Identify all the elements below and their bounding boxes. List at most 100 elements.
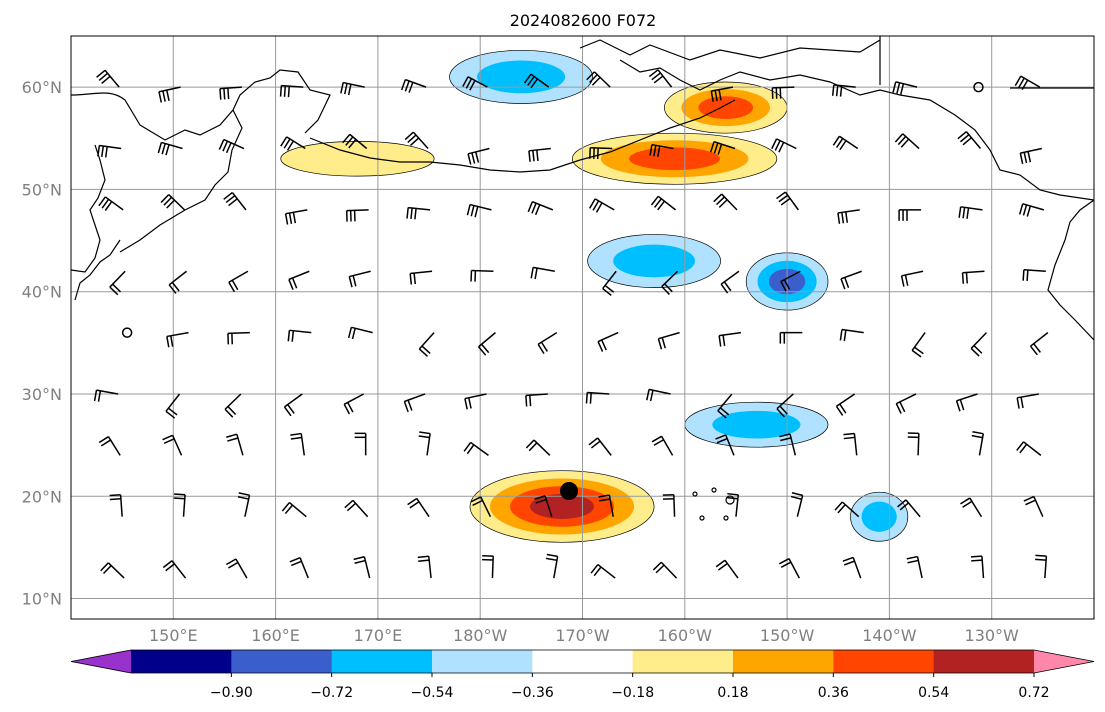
wind-barb — [162, 434, 183, 456]
lat-label: 10°N — [22, 590, 62, 609]
wind-barb — [1022, 268, 1046, 282]
colorbar-segment — [532, 650, 634, 673]
wind-barb — [726, 492, 739, 517]
wind-barb — [534, 495, 553, 517]
wind-barb — [911, 332, 926, 358]
colorbar-tick-label: −0.72 — [310, 685, 353, 701]
map-frame — [70, 35, 1095, 620]
lon-label: 130°W — [965, 626, 1020, 645]
wind-barb — [831, 84, 856, 97]
wind-barb — [717, 393, 733, 419]
wind-barb — [1016, 441, 1042, 456]
wind-barb — [957, 131, 982, 149]
wind-barb — [648, 69, 673, 88]
wind-barb — [652, 561, 678, 579]
wind-barb — [347, 326, 373, 340]
wind-barb — [779, 331, 803, 344]
wind-barb — [537, 331, 558, 354]
wind-barb — [779, 433, 797, 456]
wind-barb — [226, 558, 248, 579]
colorbar-tick-label: 0.36 — [818, 685, 849, 701]
wind-barb — [109, 270, 126, 296]
wind-barb — [840, 270, 862, 290]
wind-barb — [1035, 554, 1048, 579]
wind-barb — [280, 136, 306, 151]
wind-barb — [166, 331, 189, 348]
anomaly-shading — [280, 49, 909, 543]
anomaly-contour — [712, 410, 801, 439]
wind-barb — [661, 270, 679, 295]
wind-barb — [406, 206, 431, 220]
wind-barb — [400, 78, 427, 93]
wind-barb — [906, 555, 923, 579]
colorbar-tick-label: −0.54 — [411, 685, 454, 701]
wind-barb — [528, 147, 551, 162]
wind-barb — [168, 270, 187, 294]
lat-label: 20°N — [22, 487, 62, 506]
wind-barb — [523, 73, 550, 89]
wind-barb — [482, 554, 494, 579]
wind-barb — [466, 203, 492, 218]
wind-barb — [464, 393, 487, 410]
colorbar-tick-label: 0.54 — [918, 685, 949, 701]
wind-barb — [720, 270, 740, 294]
wind-barb — [1023, 495, 1044, 518]
anomaly-contour — [613, 244, 696, 278]
coastlines — [71, 36, 1094, 521]
wind-barb — [96, 69, 120, 88]
colorbar-segment — [632, 650, 734, 673]
colorbar-segment — [331, 650, 433, 673]
lon-label: 150°W — [760, 626, 815, 645]
wind-barb — [525, 439, 551, 456]
wind-barb — [467, 147, 490, 165]
lat-label: 60°N — [22, 78, 62, 97]
wind-barb — [842, 556, 862, 579]
colorbar-segment — [131, 650, 232, 673]
wind-barb — [418, 431, 431, 456]
wind-barb — [98, 436, 121, 456]
colorbar-segment — [833, 650, 935, 673]
wind-barb — [837, 209, 860, 224]
wind-barb — [589, 146, 613, 160]
wind-barb — [463, 441, 489, 456]
wind-barb — [224, 393, 242, 418]
wind-barb — [353, 556, 371, 579]
wind-barb — [646, 388, 671, 402]
wind-barb — [478, 332, 496, 356]
anomaly-hawaii-positive — [469, 470, 655, 543]
colorbar-tick-label: −0.90 — [210, 685, 253, 701]
wind-barb — [237, 492, 251, 517]
wind-barb — [545, 553, 559, 579]
wind-barb — [162, 560, 187, 579]
colorbar-segment — [933, 650, 1035, 673]
wind-barb — [776, 393, 794, 418]
wind-barb — [530, 266, 555, 280]
lat-label: 50°N — [22, 180, 62, 199]
wind-barb — [344, 499, 369, 518]
wind-barb — [287, 329, 312, 342]
colorbar-tick-label: −0.18 — [611, 685, 654, 701]
wind-barb — [345, 209, 369, 222]
wind-barb — [527, 200, 554, 216]
wind-barb — [98, 196, 124, 211]
wind-barb — [588, 198, 615, 213]
colorbar-outline — [70, 649, 1095, 674]
wind-barb — [284, 209, 308, 225]
wind-barb — [597, 331, 619, 352]
wind-barb — [970, 332, 988, 357]
colorbar-tick-labels: −0.90 −0.72 −0.54 −0.36 −0.18 0.18 0.36 0.54 0.7… — [210, 673, 1050, 701]
wind-barb — [470, 269, 494, 282]
wind-barb — [343, 393, 365, 415]
wind-barb — [843, 432, 858, 456]
calm-wind-circle — [121, 327, 133, 338]
colorbar-segment — [733, 650, 834, 673]
wind-barb — [219, 86, 242, 100]
wind-barb — [958, 206, 983, 219]
wind-barb — [834, 501, 860, 518]
anomaly-central-pacific-negative — [587, 234, 721, 288]
colorbar-extend-min — [71, 650, 131, 673]
wind-barb — [657, 331, 680, 350]
wind-barb — [898, 209, 922, 221]
gridlines — [71, 36, 1094, 619]
anomaly-aleutian-positive-west — [280, 140, 435, 177]
